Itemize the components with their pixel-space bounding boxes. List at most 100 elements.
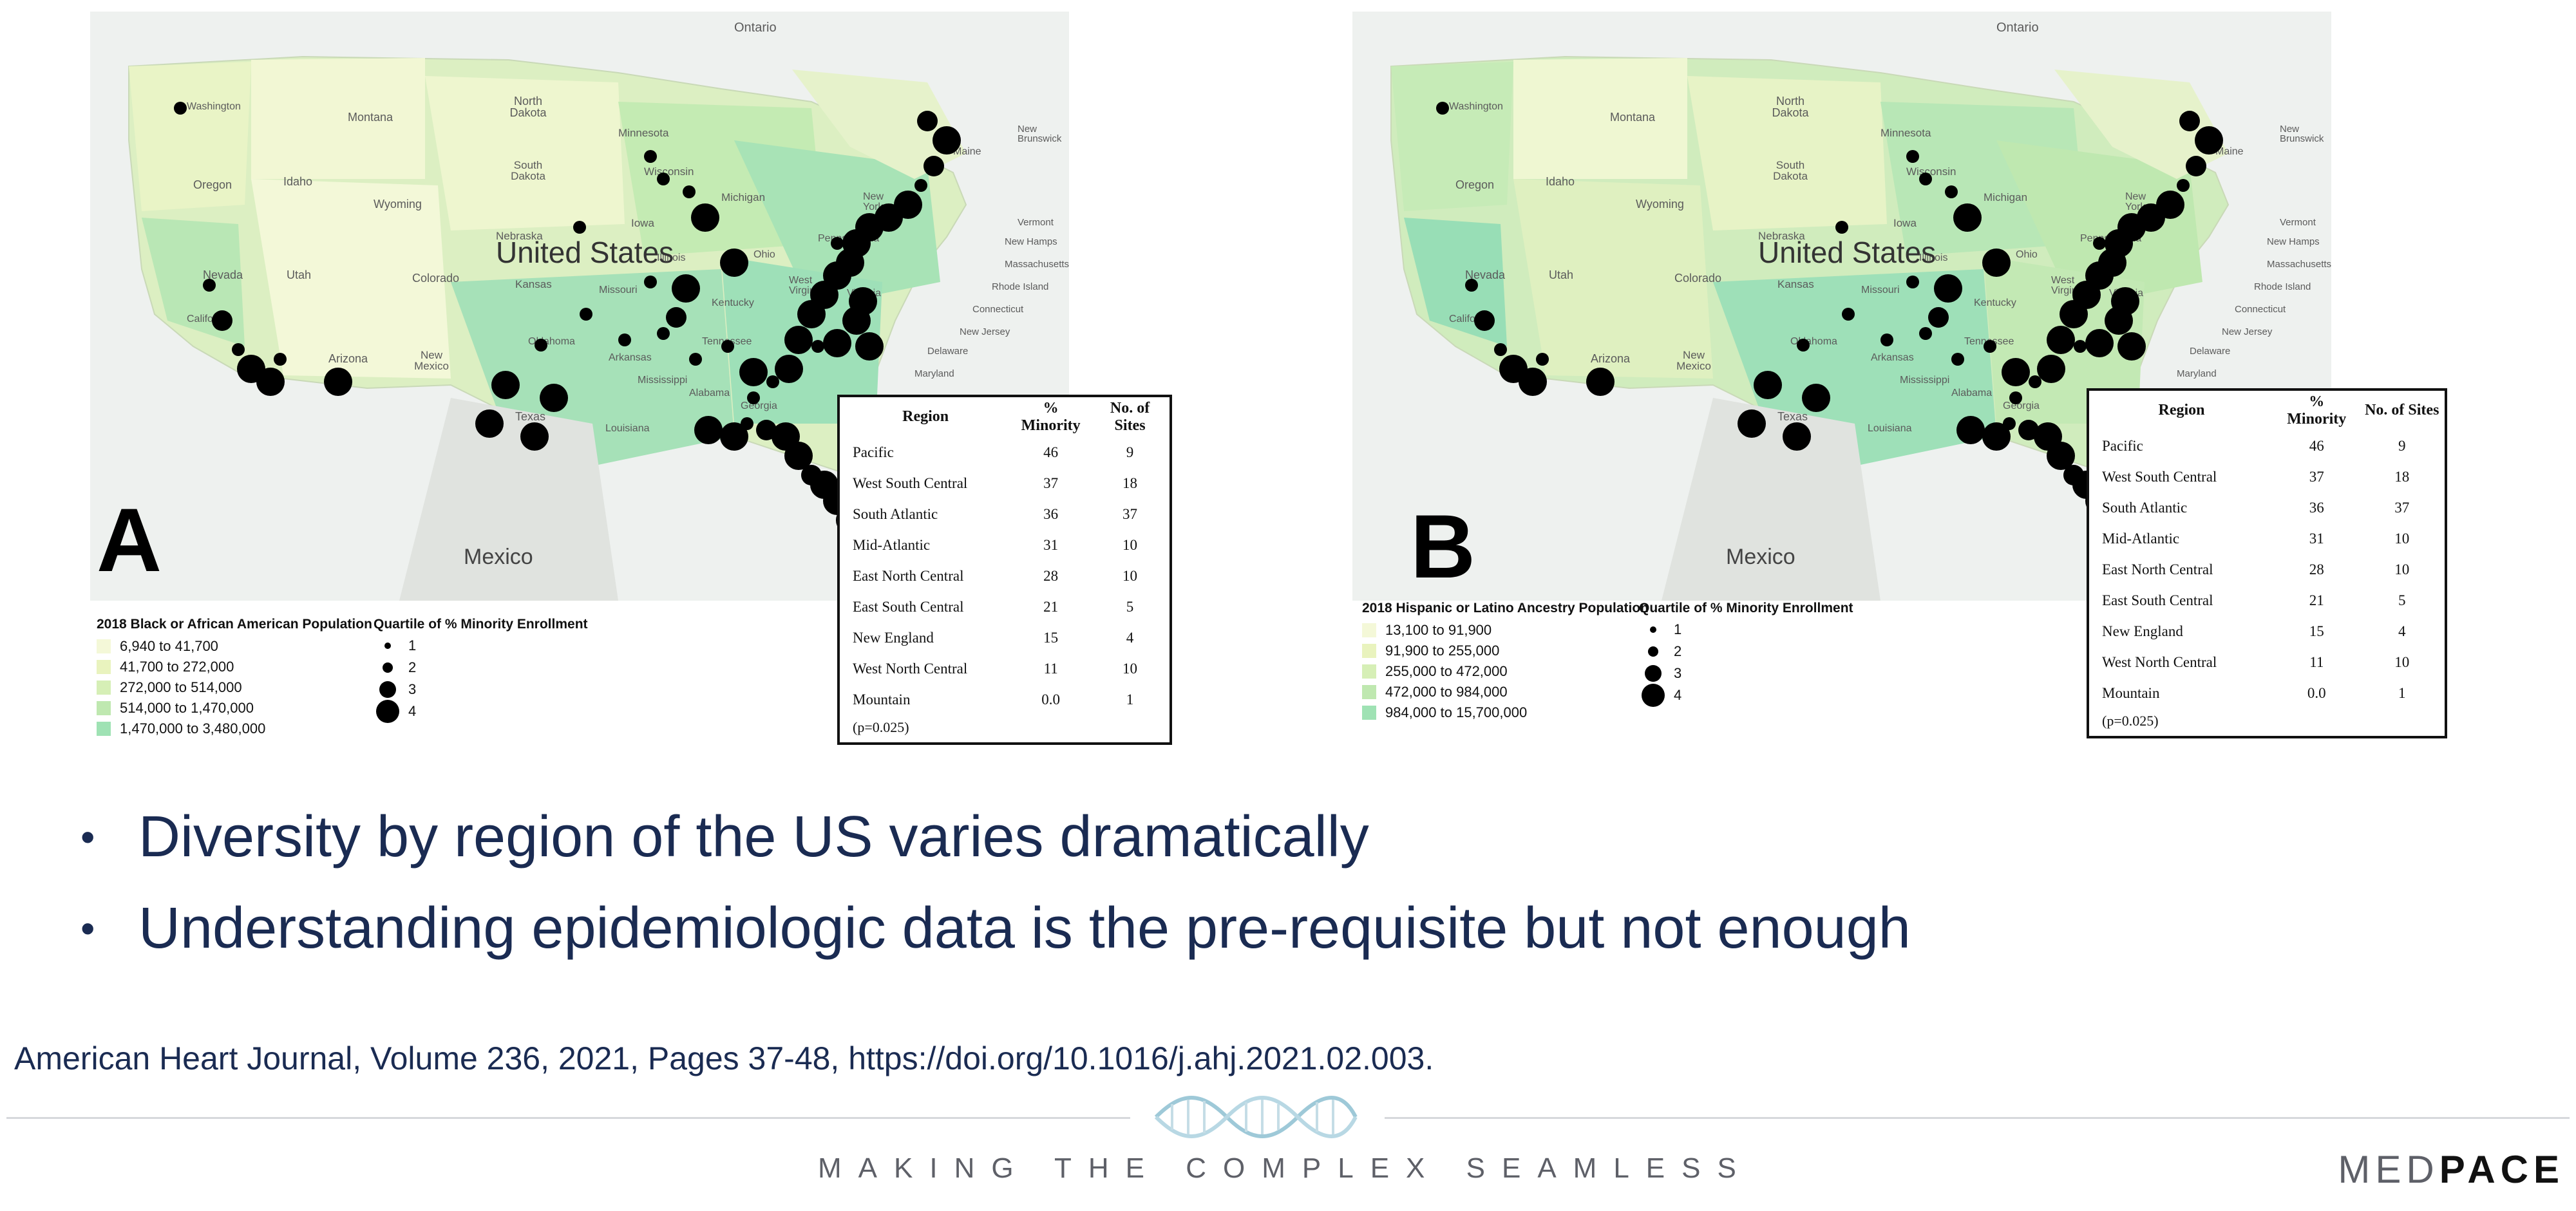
site-dots-a bbox=[174, 102, 961, 554]
site-marker bbox=[775, 355, 803, 383]
quartile-title: Quartile of % Minority Enrollment bbox=[1639, 601, 1853, 615]
table-cell: 37 bbox=[1122, 505, 1138, 522]
site-marker bbox=[1880, 333, 1893, 346]
table-cell: East South Central bbox=[853, 598, 964, 615]
site-marker bbox=[1934, 274, 1962, 303]
place-label: North Dakota bbox=[1772, 95, 1809, 119]
place-label: Ontario bbox=[734, 21, 777, 35]
site-marker bbox=[1842, 308, 1855, 321]
logo-part-b: PACE bbox=[2439, 1148, 2564, 1191]
place-label: Massachusetts bbox=[2267, 259, 2331, 270]
footer-divider-left bbox=[6, 1117, 1130, 1119]
legend-bins: 6,940 to 41,700 41,700 to 272,000 272,000 … bbox=[97, 636, 372, 739]
quartile-dot bbox=[383, 662, 393, 673]
table-cell: South Atlantic bbox=[853, 505, 938, 522]
table-cell: 46 bbox=[1043, 444, 1059, 460]
site-marker bbox=[672, 274, 700, 303]
site-marker bbox=[855, 332, 884, 361]
table-row: South Atlantic 36 37 bbox=[2089, 493, 2445, 523]
place-label: Arizona bbox=[328, 352, 368, 365]
place-label: Nevada bbox=[1465, 268, 1506, 281]
place-label: Washington bbox=[187, 101, 241, 112]
quartile-dot bbox=[1642, 684, 1665, 707]
site-marker bbox=[2003, 417, 2016, 430]
place-label: Missouri bbox=[599, 285, 638, 296]
legend-swatch bbox=[1362, 644, 1376, 658]
site-marker bbox=[1982, 249, 2011, 277]
table-cell: 10 bbox=[2394, 530, 2410, 547]
table-cell: West North Central bbox=[2102, 653, 2217, 670]
table-cell: 31 bbox=[2309, 530, 2324, 547]
site-marker bbox=[1956, 416, 1985, 444]
table-cell: 10 bbox=[1122, 660, 1138, 677]
table-row: South Atlantic 36 37 bbox=[840, 499, 1170, 530]
table-row: East South Central 21 5 bbox=[2089, 585, 2445, 616]
place-label: Wyoming bbox=[374, 198, 422, 211]
table-cell: 4 bbox=[1126, 629, 1134, 646]
logo-part-a: MED bbox=[2338, 1148, 2439, 1191]
place-label: Montana bbox=[348, 111, 393, 124]
site-marker bbox=[2156, 191, 2184, 219]
table-cell: 5 bbox=[2398, 592, 2406, 608]
site-marker bbox=[2037, 355, 2065, 383]
table-header-cell: No. of Sites bbox=[2365, 402, 2439, 419]
site-marker bbox=[580, 308, 592, 321]
table-cell: 36 bbox=[2309, 499, 2324, 516]
table-row: East South Central 21 5 bbox=[840, 592, 1170, 623]
place-label: Arizona bbox=[1591, 352, 1631, 365]
table-row: West South Central 37 18 bbox=[2089, 462, 2445, 493]
quartile-list: 1 2 3 4 bbox=[374, 635, 588, 723]
us-map-b: Ontario North Dakota Montana Minnesota S… bbox=[1352, 12, 2331, 601]
legend-bin: 13,100 to 91,900 bbox=[1362, 620, 1649, 641]
table-row: West South Central 37 18 bbox=[840, 468, 1170, 499]
site-marker bbox=[923, 156, 944, 176]
table-row: West North Central 11 10 bbox=[2089, 647, 2445, 678]
table-cell: 37 bbox=[1043, 474, 1059, 491]
table-cell: 18 bbox=[2394, 468, 2410, 485]
bullet-text: Understanding epidemiologic data is the … bbox=[138, 896, 1911, 961]
site-marker bbox=[174, 102, 187, 115]
place-label: Alabama bbox=[1951, 388, 1993, 399]
quartile-item: 1 bbox=[374, 635, 588, 657]
bullet-marker: • bbox=[80, 814, 95, 860]
table-header-cell: Region bbox=[2158, 402, 2205, 419]
site-marker bbox=[831, 237, 844, 250]
table-row: New England 15 4 bbox=[840, 623, 1170, 653]
table-cell: 21 bbox=[1043, 598, 1059, 615]
table-cell: 4 bbox=[2398, 623, 2406, 639]
table-row: Mid-Atlantic 31 10 bbox=[2089, 523, 2445, 554]
place-label: New Hamps bbox=[1005, 236, 1057, 247]
site-marker bbox=[1465, 279, 1478, 292]
legend-bin-label: 41,700 to 272,000 bbox=[120, 659, 234, 675]
site-marker bbox=[914, 179, 927, 192]
site-marker bbox=[933, 126, 961, 155]
site-marker bbox=[520, 422, 549, 451]
country-label: United States bbox=[496, 236, 674, 269]
site-marker bbox=[2177, 179, 2190, 192]
quartile-list: 1 2 3 4 bbox=[1639, 619, 1853, 707]
table-body: Pacific 46 9 West South Central 37 18 South At… bbox=[2089, 431, 2445, 709]
site-marker bbox=[1783, 422, 1811, 451]
site-marker bbox=[842, 306, 871, 335]
place-label: Georgia bbox=[741, 400, 777, 411]
table-cell: 15 bbox=[2309, 623, 2324, 639]
table-body: Pacific 46 9 West South Central 37 18 South At… bbox=[840, 437, 1170, 715]
legend-bin-label: 272,000 to 514,000 bbox=[120, 679, 242, 695]
site-marker bbox=[720, 422, 748, 451]
site-marker bbox=[917, 111, 938, 131]
place-label: New Jersey bbox=[960, 326, 1010, 337]
table-header-row: Region % Minority No. of Sites bbox=[2089, 391, 2445, 431]
site-marker bbox=[756, 420, 777, 440]
quartile-dot bbox=[376, 700, 399, 723]
place-label: Mississippi bbox=[638, 375, 688, 386]
table-cell: 9 bbox=[1126, 444, 1134, 460]
legend-bin-label: 984,000 to 15,700,000 bbox=[1385, 704, 1528, 720]
bullet-item: • Understanding epidemiologic data is th… bbox=[80, 893, 1911, 964]
legend-swatch bbox=[1362, 685, 1376, 699]
place-label: Illinois bbox=[1919, 252, 1948, 263]
p-value-note: (p=0.025) bbox=[2102, 712, 2159, 729]
map-graphic-b bbox=[1352, 12, 2331, 601]
site-marker bbox=[784, 326, 813, 354]
site-marker bbox=[683, 185, 696, 198]
place-label: New Jersey bbox=[2222, 326, 2273, 337]
